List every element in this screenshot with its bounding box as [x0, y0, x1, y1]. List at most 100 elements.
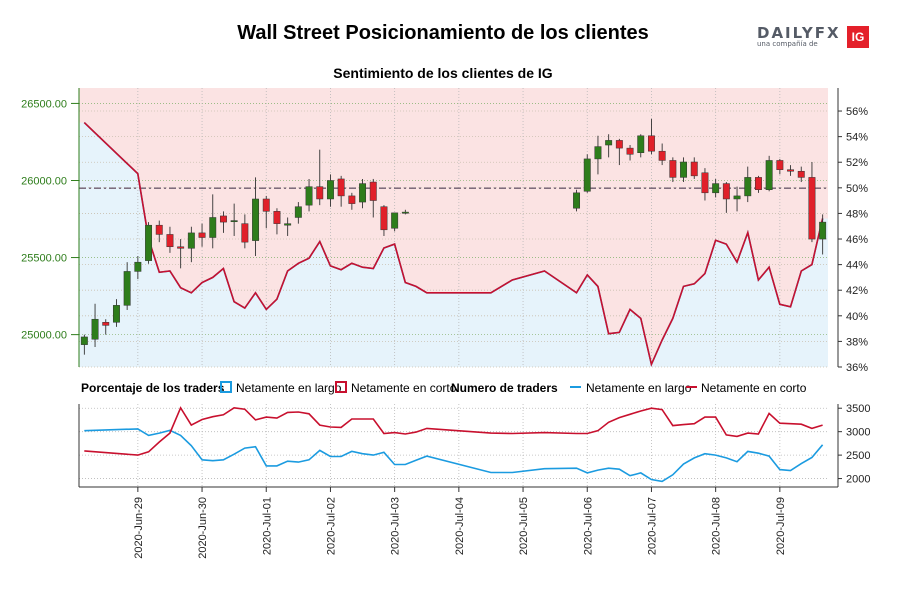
pct-tick-label: 46%	[846, 234, 868, 246]
candle-body	[744, 177, 752, 197]
x-tick-label: 2020-Jun-30	[197, 497, 209, 559]
pct-tick-label: 50%	[846, 183, 868, 195]
candle-body	[808, 177, 816, 240]
candle-body	[252, 198, 260, 241]
pct-tick-label: 40%	[846, 311, 868, 323]
candle-body	[637, 135, 645, 153]
price-tick-label: 25500.00	[21, 253, 67, 265]
x-tick-label: 2020-Jul-01	[261, 497, 273, 555]
pct-tick-label: 44%	[846, 260, 868, 272]
pct-tick-label: 42%	[846, 285, 868, 297]
candle-body	[690, 161, 698, 177]
candle-body	[594, 146, 602, 160]
logo-wordmark: DAILYFX	[757, 24, 841, 42]
legend-pct-short-swatch	[335, 381, 347, 393]
candle-body	[123, 271, 131, 306]
x-tick-label: 2020-Jul-04	[454, 497, 466, 555]
candle-body	[733, 195, 741, 200]
legend-num-long-label: Netamente en largo	[586, 381, 692, 395]
candle-body	[145, 224, 153, 261]
candle-body	[712, 183, 720, 194]
candle-body	[765, 160, 773, 190]
pct-tick-label: 52%	[846, 157, 868, 169]
candle-body	[348, 195, 356, 204]
candle-body	[187, 232, 195, 249]
candle-body	[80, 336, 88, 345]
candle-body	[754, 177, 762, 190]
legend: Porcentaje de los traders Netamente en l…	[81, 381, 807, 395]
candle-body	[91, 318, 99, 340]
candle-body	[647, 135, 655, 152]
long-region-fill	[79, 122, 828, 367]
candle-body	[787, 169, 795, 172]
candle-body	[177, 246, 185, 249]
candle-body	[219, 215, 227, 223]
candle-body	[391, 212, 399, 229]
candle-body	[198, 232, 206, 238]
candle-body	[305, 186, 313, 206]
pct-tick-label: 38%	[846, 336, 868, 348]
traders-tick-label: 3000	[846, 427, 870, 439]
legend-num-short-label: Netamente en corto	[701, 381, 807, 395]
legend-pct-long-label: Netamente en largo	[236, 381, 342, 395]
candle-body	[722, 183, 730, 200]
candle-body	[284, 223, 292, 226]
pct-tick-label: 54%	[846, 132, 868, 144]
legend-num-title: Numero de traders	[451, 381, 558, 395]
pct-tick-label: 36%	[846, 362, 868, 374]
x-tick-label: 2020-Jul-03	[390, 497, 402, 555]
pct-short-line	[83, 122, 824, 367]
chart-subtitle: Sentimiento de los clientes de IG	[333, 65, 553, 81]
candle-body	[401, 211, 409, 214]
candle-body	[615, 140, 623, 149]
traders-short-line	[84, 406, 823, 456]
candle-body	[102, 322, 110, 326]
candle-body	[797, 170, 805, 178]
legend-pct-long-swatch	[220, 381, 232, 393]
ig-logo-badge: IG	[847, 26, 869, 48]
candle-body	[326, 180, 334, 200]
candle-body	[605, 140, 613, 146]
chart-axes: 25000.00 25500.00 26000.00 26500.00 36% 38% 40…	[21, 88, 870, 559]
price-candles	[80, 118, 827, 355]
candle-body	[316, 186, 324, 200]
candle-body	[573, 192, 581, 209]
traders-tick-label: 2500	[846, 450, 870, 462]
candle-body	[241, 223, 249, 243]
traders-long-line	[84, 428, 824, 483]
logo-tagline: una compañía de	[757, 40, 818, 48]
price-tick-label: 25000.00	[21, 330, 67, 342]
candle-body	[669, 160, 677, 178]
percentage-series	[83, 122, 824, 367]
x-tick-label: 2020-Jul-07	[646, 497, 658, 555]
candle-body	[680, 161, 688, 178]
legend-pct-short-label: Netamente en corto	[351, 381, 457, 395]
legend-pct-title: Porcentaje de los traders	[81, 381, 225, 395]
chart-title: Wall Street Posicionamiento de los clien…	[237, 22, 649, 44]
candle-body	[337, 178, 345, 197]
candle-body	[359, 183, 367, 203]
pct-tick-label: 56%	[846, 106, 868, 118]
candle-body	[209, 217, 217, 238]
price-tick-label: 26000.00	[21, 175, 67, 187]
candle-body	[626, 147, 634, 155]
x-tick-label: 2020-Jul-09	[775, 497, 787, 555]
candle-body	[273, 211, 281, 224]
candle-body	[369, 181, 377, 201]
x-tick-label: 2020-Jul-06	[582, 497, 594, 555]
candle-body	[776, 160, 784, 170]
candle-body	[294, 206, 302, 218]
pct-tick-label: 48%	[846, 208, 868, 220]
candle-body	[819, 221, 827, 240]
candle-body	[658, 150, 666, 161]
x-tick-label: 2020-Jun-29	[133, 497, 145, 559]
x-tick-label: 2020-Jul-05	[518, 497, 530, 555]
dailyfx-logo: DAILYFX una compañía de IG	[757, 24, 869, 50]
candle-body	[166, 234, 174, 248]
candle-body	[701, 172, 709, 194]
candle-body	[112, 305, 120, 323]
x-tick-label: 2020-Jul-02	[325, 497, 337, 555]
candle-body	[583, 158, 591, 192]
traders-tick-label: 3500	[846, 403, 870, 415]
x-tick-label: 2020-Jul-08	[711, 497, 723, 555]
